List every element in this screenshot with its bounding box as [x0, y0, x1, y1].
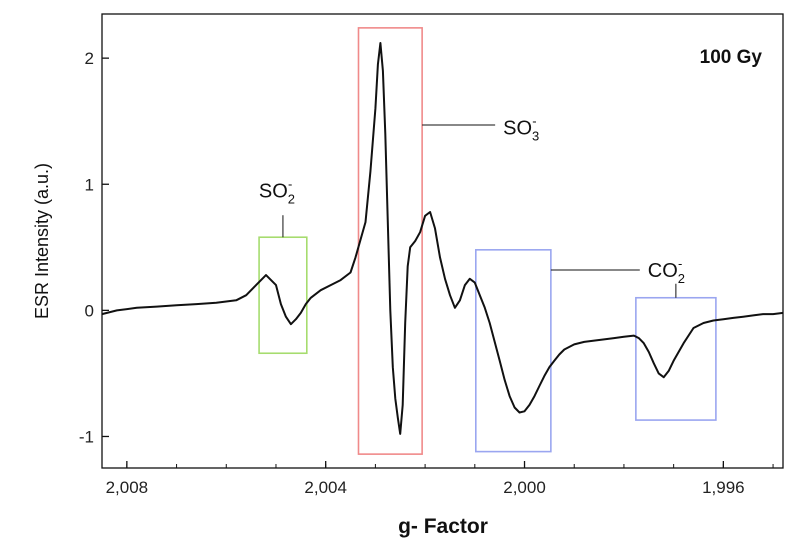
annotation-label: CO2- — [648, 256, 685, 286]
spectrum-line — [101, 42, 784, 435]
x-axis-title: g- Factor — [398, 515, 488, 538]
x-axis-ticks: 2,008 2,004 2,000 1,996 — [106, 461, 774, 497]
annotation-label: SO2- — [259, 177, 295, 207]
annotation-boxes — [258, 27, 717, 455]
dose-label: 100 Gy — [700, 47, 763, 68]
y-tick-label: 1 — [85, 175, 94, 194]
y-tick-label: 2 — [85, 49, 94, 68]
x-tick-label: 2,004 — [304, 478, 347, 497]
y-tick-label: -1 — [79, 427, 94, 446]
y-axis-title: ESR Intensity (a.u.) — [32, 163, 52, 319]
y-axis-ticks: -1 0 1 2 — [79, 49, 109, 446]
annotation-box — [258, 236, 308, 355]
annotation-leaders — [282, 124, 677, 298]
annotation-labels: SO2- SO3- CO2- — [259, 114, 685, 287]
annotation-box — [475, 249, 552, 453]
plot-frame — [101, 13, 784, 469]
annotation-box — [635, 296, 717, 421]
x-tick-label: 1,996 — [702, 478, 745, 497]
x-tick-label: 2,008 — [106, 478, 149, 497]
x-tick-label: 2,000 — [503, 478, 546, 497]
annotation-box — [357, 27, 423, 455]
annotation-label: SO3- — [503, 114, 539, 144]
y-tick-label: 0 — [85, 301, 94, 320]
